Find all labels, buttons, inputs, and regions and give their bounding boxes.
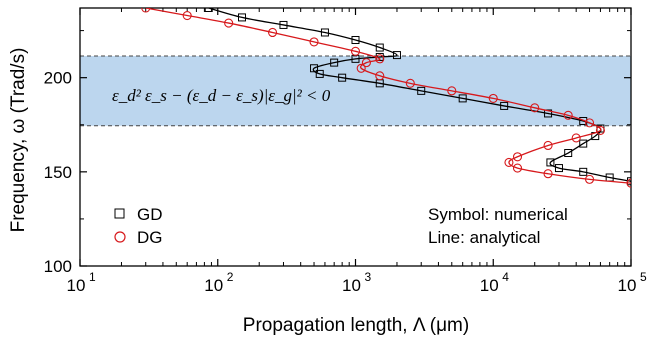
x-tick-exponent: 4: [502, 270, 509, 284]
point-dg: [626, 178, 631, 188]
band-formula: ε_d² ε_s − (ε_d − ε_s)|ε_g|² < 0: [112, 86, 331, 105]
x-tick-label: 10: [618, 276, 637, 295]
x-tick-label: 10: [204, 276, 223, 295]
point-dg: [375, 54, 385, 64]
point-dg: [350, 46, 361, 56]
plot-frame: [79, 7, 632, 267]
y-axis-label: Frequency, ω (Trad/s): [8, 48, 29, 233]
annotation-symbol: Symbol: numerical: [428, 205, 568, 224]
legend-marker-gd: [114, 208, 125, 219]
series-line-gd: [208, 8, 631, 182]
point-dg: [375, 71, 385, 81]
point-dg: [309, 37, 319, 47]
point-gd: [310, 64, 319, 73]
point-dg: [356, 63, 366, 73]
x-tick-label: 10: [480, 276, 499, 295]
point-gd: [279, 20, 288, 29]
point-gd: [338, 73, 347, 82]
point-gd: [392, 51, 401, 60]
point-dg: [543, 169, 553, 179]
forbidden-band: [80, 56, 631, 126]
point-gd: [330, 58, 339, 67]
point-gd: [500, 101, 509, 110]
point-gd: [579, 167, 588, 176]
series-line-dg: [145, 8, 631, 184]
x-tick-label: 10: [342, 276, 361, 295]
legend-label-gd: GD: [137, 205, 163, 224]
y-tick-label: 150: [44, 163, 72, 182]
point-dg: [512, 163, 523, 173]
legend-label-dg: DG: [137, 228, 163, 247]
point-dg: [584, 118, 595, 128]
point-dg: [504, 157, 514, 167]
series-layer: [141, 8, 631, 188]
x-tick-exponent: 5: [640, 270, 647, 284]
x-tick-exponent: 1: [89, 270, 96, 284]
legend: GD DG: [114, 205, 163, 247]
point-gd: [204, 8, 213, 12]
x-tick-label: 10: [67, 276, 86, 295]
y-tick-label: 100: [44, 257, 72, 276]
x-tick-exponent: 2: [227, 270, 234, 284]
point-gd: [351, 36, 360, 45]
point-gd: [546, 158, 555, 167]
point-dg: [182, 10, 192, 21]
point-dg: [595, 125, 605, 135]
x-tick-exponent: 3: [365, 270, 372, 284]
point-dg: [447, 86, 457, 96]
point-gd: [564, 149, 573, 158]
point-gd: [315, 69, 324, 78]
point-dg: [488, 93, 498, 103]
point-dg: [571, 133, 581, 143]
point-gd: [458, 94, 467, 103]
y-tick-label: 200: [44, 69, 72, 88]
point-gd: [320, 28, 329, 37]
annotation-line: Line: analytical: [428, 228, 540, 247]
band-layer: [80, 55, 631, 127]
point-dg: [543, 140, 553, 151]
point-dg: [584, 174, 595, 184]
point-gd: [375, 43, 384, 52]
x-axis-label: Propagation length, Λ (μm): [243, 315, 469, 336]
legend-marker-dg: [114, 231, 126, 243]
point-dg: [268, 27, 278, 38]
point-dg: [530, 103, 540, 113]
point-dg: [141, 8, 151, 13]
point-dg: [512, 152, 523, 162]
point-gd: [544, 109, 553, 118]
point-dg: [405, 78, 415, 88]
point-dg: [563, 110, 573, 120]
point-gd: [554, 164, 563, 173]
point-dg: [224, 18, 234, 28]
point-gd: [417, 86, 426, 95]
point-gd: [238, 13, 247, 22]
point-dg: [361, 58, 371, 68]
point-gd: [579, 139, 588, 148]
